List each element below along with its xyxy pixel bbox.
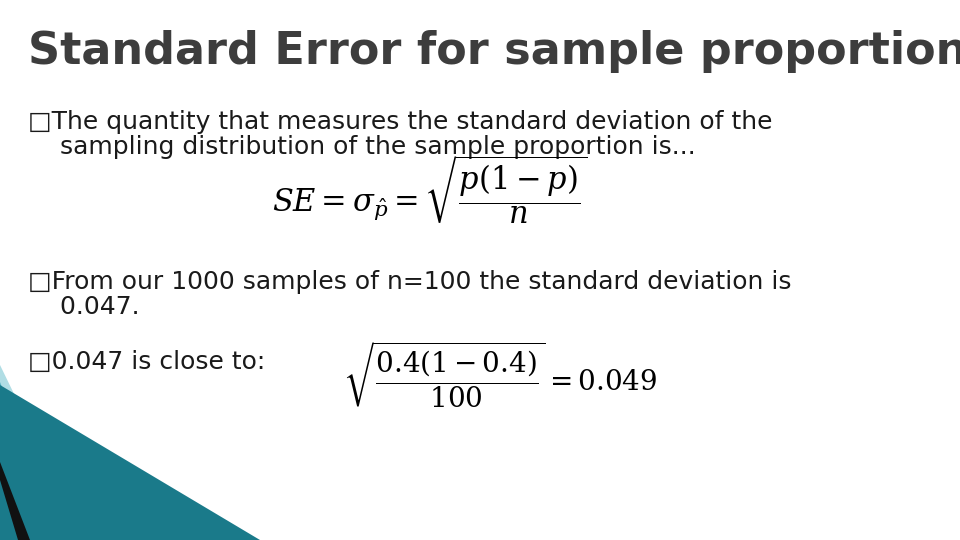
Polygon shape [0,462,30,540]
Text: $SE = \sigma_{\hat{p}} = \sqrt{\dfrac{p(1-p)}{n}}$: $SE = \sigma_{\hat{p}} = \sqrt{\dfrac{p(… [272,154,588,226]
Text: $\sqrt{\dfrac{0.4(1-0.4)}{100}} = 0.049$: $\sqrt{\dfrac{0.4(1-0.4)}{100}} = 0.049$ [343,340,657,410]
Text: Standard Error for sample proportion: Standard Error for sample proportion [28,30,960,73]
Text: sampling distribution of the sample proportion is...: sampling distribution of the sample prop… [28,135,696,159]
Text: □The quantity that measures the standard deviation of the: □The quantity that measures the standard… [28,110,773,134]
Text: 0.047.: 0.047. [28,295,139,319]
Text: □0.047 is close to:: □0.047 is close to: [28,350,265,374]
Polygon shape [0,365,85,540]
Polygon shape [0,382,62,540]
Polygon shape [0,385,260,540]
Text: □From our 1000 samples of n=100 the standard deviation is: □From our 1000 samples of n=100 the stan… [28,270,791,294]
